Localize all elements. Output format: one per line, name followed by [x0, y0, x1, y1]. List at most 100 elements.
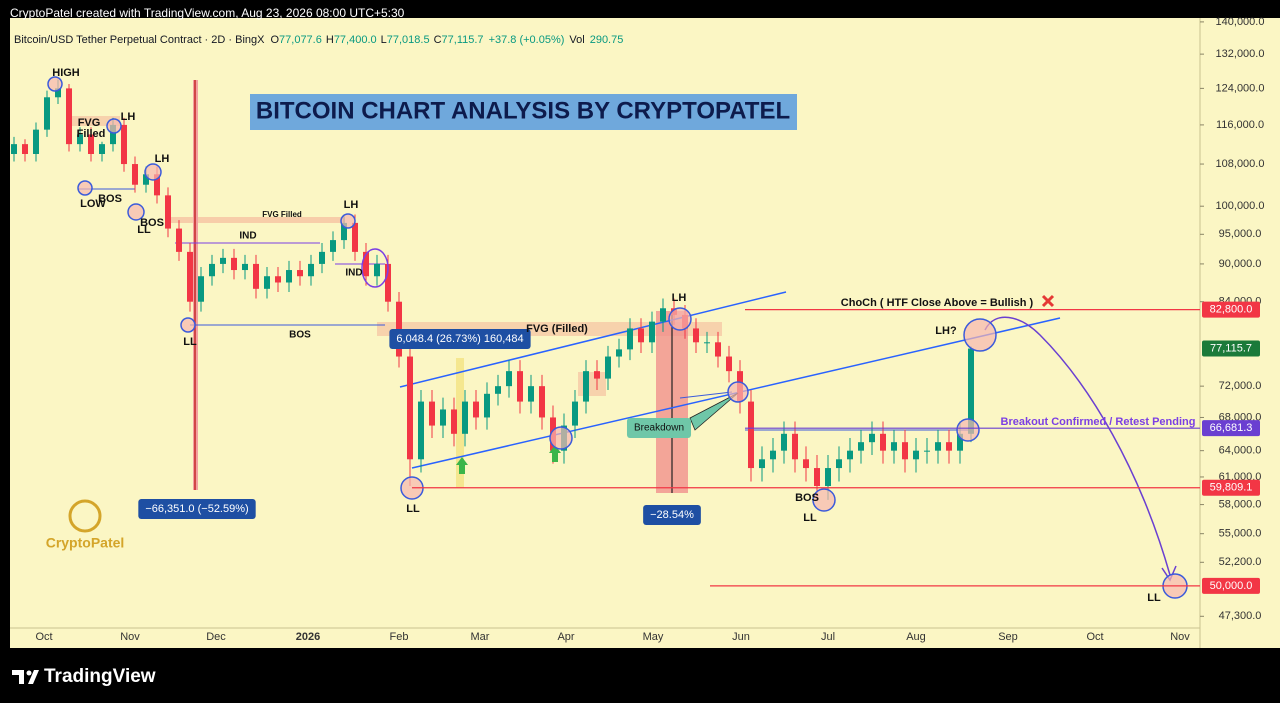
candle-body [242, 263, 248, 271]
cross-mark [1041, 294, 1055, 308]
candle-body [407, 356, 413, 460]
y-tick-label: 47,300.0 [1219, 610, 1262, 622]
y-tick-label: 55,000.0 [1219, 528, 1262, 540]
candle-body [792, 433, 798, 460]
price-tag-label: 59,809.1 [1210, 482, 1253, 494]
candle-body [704, 342, 710, 344]
pivot-circle [812, 488, 836, 512]
candle-body [902, 442, 908, 460]
footer-brand: TradingView [12, 666, 156, 687]
candle-body [418, 401, 424, 460]
projection-path [984, 316, 1171, 576]
candle-body [44, 97, 50, 130]
annotation-label: Breakout Confirmed / Retest Pending [1001, 416, 1196, 428]
annotation-label: LH? [935, 325, 957, 337]
legend-item: 77,400.0 [334, 34, 377, 46]
drawings-back [72, 80, 1061, 493]
x-tick-label: Jul [821, 631, 835, 643]
footer-logo-dot [26, 670, 32, 676]
annotation-label: CryptoPatel [46, 535, 125, 551]
candle-body [880, 433, 886, 451]
annotation-label: BOS [98, 193, 122, 205]
candle-body [99, 144, 105, 154]
price-tag [1202, 301, 1260, 318]
pivot-circle [963, 318, 997, 352]
annotation-label: LL [183, 336, 197, 348]
candle-body [891, 442, 897, 451]
x-tick-label: Dec [206, 631, 226, 643]
annotation-box [389, 329, 531, 349]
price-tag-label: 50,000.0 [1210, 580, 1253, 592]
price-tag [1202, 420, 1260, 437]
pivot-circle [106, 118, 122, 134]
candle-body [858, 442, 864, 451]
candle-body [946, 442, 952, 451]
candle-body [781, 433, 787, 451]
candle-body [165, 195, 171, 229]
candle-body [11, 144, 17, 154]
price-tag-label: 77,115.7 [1210, 342, 1252, 354]
candle-body [198, 276, 204, 302]
x-tick-label: Oct [35, 631, 52, 643]
annotation-box [626, 418, 692, 438]
candle-body [154, 174, 160, 196]
annotation-box [643, 505, 701, 525]
candle-body [770, 450, 776, 460]
y-tick-label: 58,000.0 [1219, 498, 1262, 510]
candle-body [363, 251, 369, 277]
candle-body [209, 263, 215, 277]
candle-body [528, 386, 534, 402]
legend: Bitcoin/USD Tether Perpetual Contract · … [14, 34, 623, 46]
candle-body [231, 257, 237, 271]
candle-body [187, 251, 193, 302]
candle-body [451, 409, 457, 434]
footer-brand-text: TradingView [44, 666, 156, 687]
annotation-label: LH [121, 111, 136, 123]
annotation-label: LL [1147, 592, 1161, 604]
candle-body [616, 349, 622, 357]
header-caption: CryptoPatel created with TradingView.com… [10, 6, 405, 20]
candle-body [275, 276, 281, 283]
annotation-label: 6,048.4 (26.73%) 160,484 [396, 333, 523, 345]
candle-body [88, 134, 94, 154]
candle-body [638, 328, 644, 343]
price-tag [1202, 340, 1260, 357]
y-tick-label: 100,000.0 [1216, 200, 1265, 212]
legend-item: +37.8 (+0.05%) [489, 34, 565, 46]
candle-body [429, 401, 435, 426]
pivot-circles [47, 76, 1188, 599]
candle-body [506, 371, 512, 387]
annotation-label: LL [406, 503, 420, 515]
candle-body [968, 348, 974, 434]
y-tick-label: 52,200.0 [1219, 556, 1262, 568]
candle-body [352, 222, 358, 252]
pivot-circle [340, 213, 356, 229]
candle-body [462, 401, 468, 434]
fvg-zone [72, 116, 120, 126]
footer-logo [12, 670, 39, 684]
candle-body [605, 356, 611, 379]
candle-body [297, 270, 303, 277]
annotation-label: BOS [795, 492, 819, 504]
legend-item: 77,115.7 [442, 34, 484, 46]
candle-body [539, 386, 545, 418]
x-tick-label: Jun [732, 631, 750, 643]
candle-body [33, 129, 39, 154]
legend-item: Bitcoin/USD Tether Perpetual Contract · … [14, 34, 265, 46]
candle-body [132, 164, 138, 185]
candle-body [913, 450, 919, 460]
pivot-circle [956, 418, 980, 442]
candle-body [319, 251, 325, 264]
legend-item: O [270, 34, 279, 46]
candle-body [660, 308, 666, 322]
annotation-label: HIGH [52, 67, 80, 79]
candle-body [495, 386, 501, 394]
pivot-circle [668, 307, 692, 331]
candle-body [440, 409, 446, 426]
candle-body [77, 134, 83, 145]
x-tick-label: May [643, 631, 664, 643]
x-tick-label: Nov [1170, 631, 1190, 643]
candle-body [308, 263, 314, 277]
callout-line [679, 391, 733, 399]
